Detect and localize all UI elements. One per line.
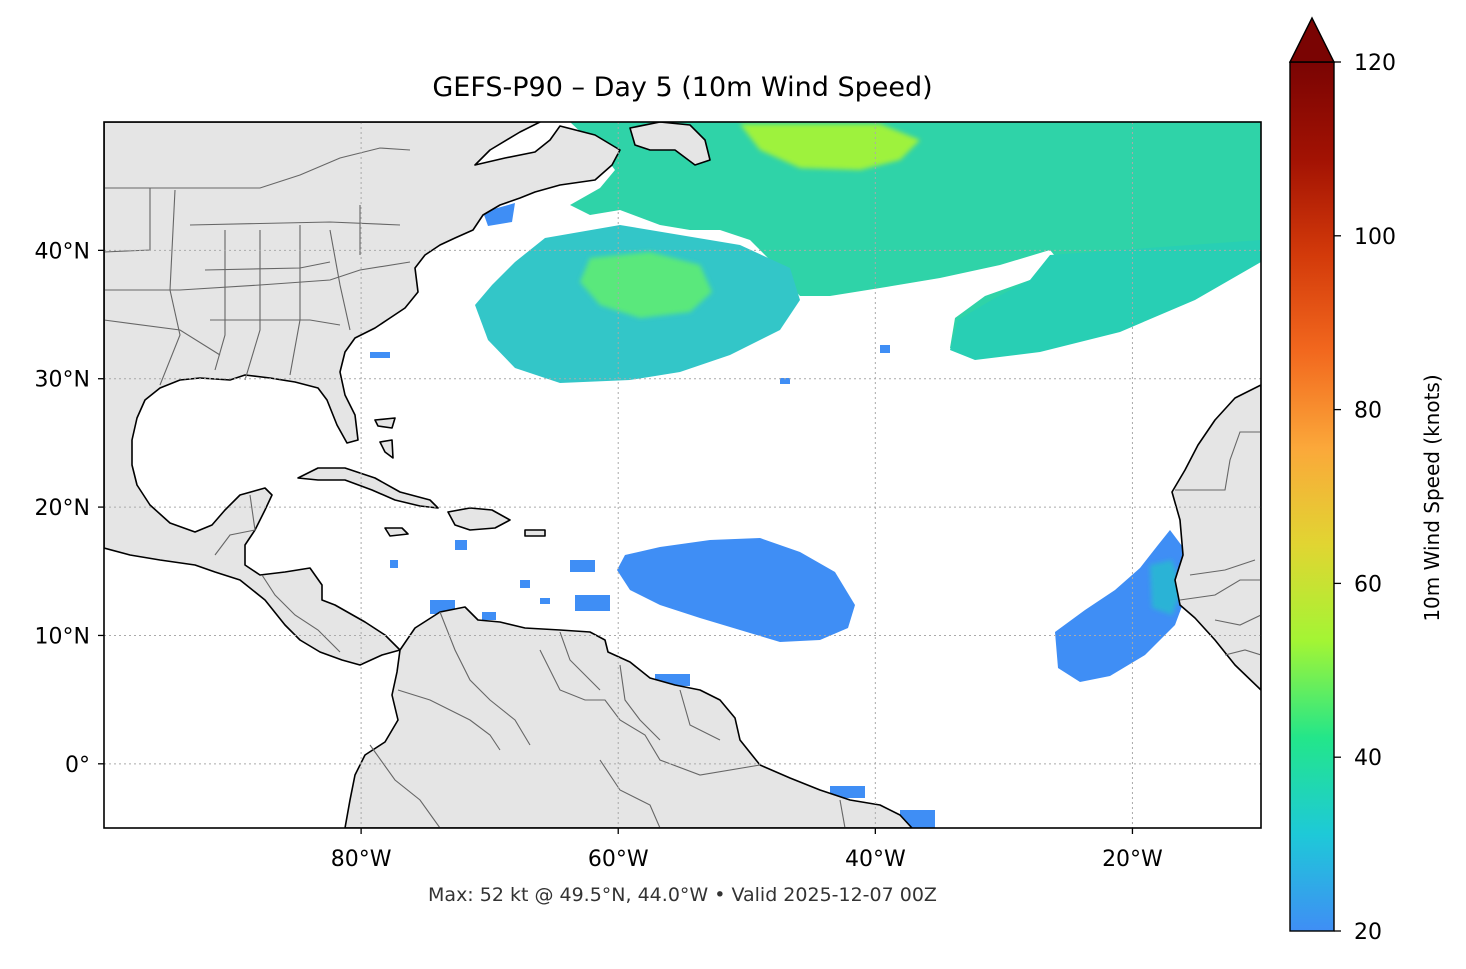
land-africa [1171, 384, 1261, 691]
land-bahamas [374, 417, 396, 459]
x-tick-label: 40°W [845, 847, 906, 872]
borders [104, 147, 1261, 828]
y-tick-label: 30°N [35, 368, 90, 393]
y-tick-label: 0° [65, 753, 90, 778]
map-frame [103, 121, 1262, 829]
colorbar-tick-label: 40 [1354, 746, 1382, 771]
footer-note: Max: 52 kt @ 49.5°N, 44.0°W • Valid 2025… [428, 884, 937, 906]
wind-speed-field [250, 122, 1261, 828]
colorbar-tick-label: 60 [1354, 572, 1382, 597]
wind-area-midlatitude-core [580, 252, 712, 318]
x-tick-label: 80°W [331, 847, 392, 872]
land-jamaica [384, 527, 409, 537]
y-tick-label: 10°N [35, 624, 90, 649]
x-tick-label: 60°W [588, 847, 649, 872]
y-axis-ticks: 40°N 30°N 20°N 10°N 0° [35, 239, 104, 778]
land-south-america [344, 606, 913, 828]
colorbar-bar [1289, 61, 1335, 932]
colorbar: 20 40 60 80 100 120 [1288, 16, 1396, 945]
colorbar-tick-label: 120 [1354, 51, 1396, 76]
land-newfoundland [629, 122, 711, 166]
colorbar-ticks: 20 40 60 80 100 120 [1334, 51, 1396, 945]
wind-area-midlatitude-east [950, 240, 1261, 360]
colorbar-tick-label: 100 [1354, 225, 1396, 250]
land-puerto-rico [524, 529, 546, 537]
land [104, 122, 1261, 828]
land-cuba [297, 467, 439, 509]
x-tick-label: 20°W [1102, 847, 1163, 872]
land-hispaniola [447, 507, 511, 531]
y-tick-label: 20°N [35, 496, 90, 521]
colorbar-tick-label: 80 [1354, 399, 1382, 424]
wind-area-tropical-central [617, 538, 855, 642]
x-axis-ticks: 80°W 60°W 40°W 20°W [331, 828, 1163, 872]
colorbar-tick-label: 20 [1354, 920, 1382, 945]
y-tick-label: 40°N [35, 239, 90, 264]
wind-area-east-core [1150, 560, 1182, 615]
colorbar-extend-max [1288, 16, 1336, 63]
wind-area-gulf-of-maine [483, 203, 515, 226]
colorbar-label: 10m Wind Speed (knots) [1420, 374, 1444, 622]
map-panel [104, 122, 1261, 828]
map-title: GEFS-P90 – Day 5 (10m Wind Speed) [432, 72, 933, 103]
